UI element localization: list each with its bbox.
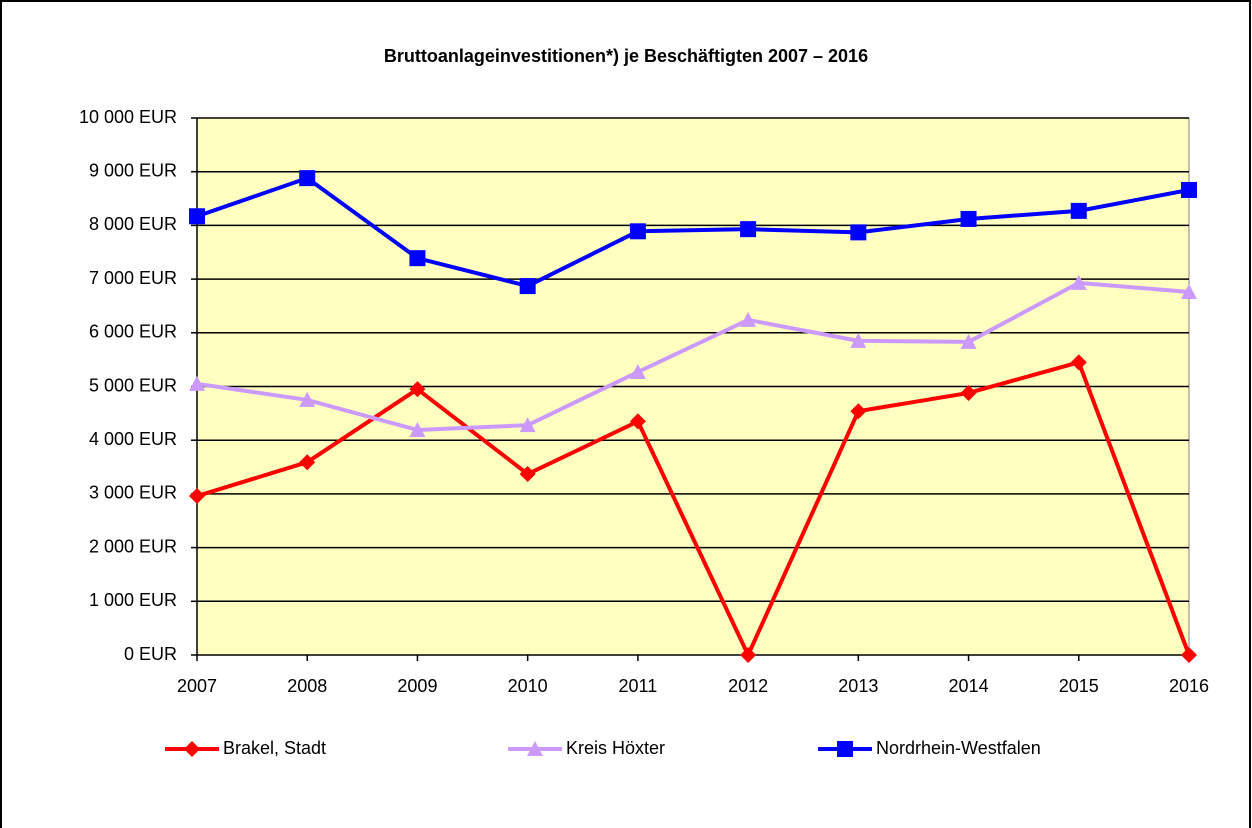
y-tick-label: 2 000 EUR [89,536,177,556]
x-tick-label: 2014 [949,676,989,696]
series-line [196,280,1190,432]
marker [740,647,757,663]
marker [1070,354,1087,371]
marker [299,454,316,471]
marker [850,403,867,420]
marker [519,278,536,295]
marker [1070,274,1087,290]
x-tick-label: 2009 [397,676,437,696]
y-tick-label: 8 000 EUR [89,214,177,234]
marker [1181,181,1197,198]
marker [299,170,316,187]
marker [629,413,646,430]
x-tick-label: 2008 [287,676,327,696]
marker [189,375,205,391]
marker [519,417,536,433]
y-tick-label: 5 000 EUR [89,375,177,395]
y-tick-label: 4 000 EUR [89,429,177,449]
series-line [196,176,1190,289]
marker [519,466,536,483]
y-tick-label: 10 000 EUR [79,107,177,127]
y-tick-label: 1 000 EUR [89,590,177,610]
x-tick-label: 2015 [1059,676,1099,696]
marker [189,208,205,225]
y-tick-label: 0 EUR [124,644,177,664]
marker [629,223,646,240]
legend-label: Brakel, Stadt [223,738,326,758]
marker [409,250,426,267]
marker [629,364,646,380]
y-tick-label: 6 000 EUR [89,322,177,342]
marker [850,332,867,348]
marker [189,488,205,505]
marker [740,311,757,327]
x-tick-label: 2012 [728,676,768,696]
marker [960,210,977,227]
marker [740,221,757,238]
x-tick-label: 2013 [838,676,878,696]
marker [960,333,977,349]
marker [1181,647,1197,663]
y-tick-label: 3 000 EUR [89,483,177,503]
marker [527,741,543,756]
x-tick-label: 2016 [1169,676,1209,696]
x-tick-label: 2011 [619,676,658,696]
y-tick-label: 9 000 EUR [89,160,177,180]
marker [184,741,200,757]
legend-label: Kreis Höxter [566,738,665,758]
marker [1181,283,1197,299]
legend-label: Nordrhein-Westfalen [876,738,1041,758]
marker [409,421,426,437]
series-line [196,360,1191,657]
x-tick-label: 2007 [177,676,217,696]
marker [837,741,853,757]
y-tick-label: 7 000 EUR [89,268,177,288]
chart-title: Bruttoanlageinvestitionen*) je Beschäfti… [384,46,868,66]
marker [1070,202,1087,219]
x-tick-label: 2010 [508,676,548,696]
marker [299,391,316,407]
marker [960,384,977,401]
marker [409,381,426,398]
marker [850,224,867,241]
